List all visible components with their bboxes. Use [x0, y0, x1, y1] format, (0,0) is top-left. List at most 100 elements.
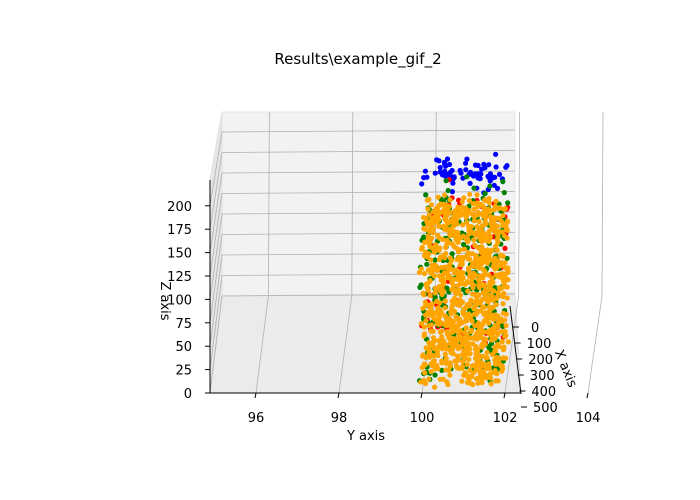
z-grid-side — [209, 213, 223, 300]
scatter-point — [460, 233, 466, 239]
scatter-point — [499, 339, 505, 345]
scatter-point — [466, 250, 472, 257]
scatter-point — [468, 297, 474, 303]
y-tick — [586, 392, 589, 399]
scatter-point — [492, 348, 498, 354]
scatter-point — [439, 358, 445, 364]
scatter-point — [466, 341, 472, 347]
y-tick-label: 104 — [576, 411, 601, 426]
scatter-point — [442, 351, 448, 357]
scatter-point — [426, 212, 432, 218]
scatter-point — [479, 233, 485, 239]
z-grid-back — [221, 150, 516, 153]
scatter-point — [455, 299, 461, 305]
scatter-point — [498, 329, 505, 335]
scatter-point — [437, 300, 443, 306]
scatter-point — [436, 284, 442, 290]
scatter-point — [430, 328, 436, 334]
scatter-point — [478, 261, 484, 267]
scatter-point — [474, 192, 480, 198]
scatter-point — [502, 245, 508, 251]
scatter-point — [489, 275, 495, 281]
scatter-point — [491, 218, 497, 224]
scatter-point — [492, 344, 498, 350]
scatter-point — [428, 202, 435, 208]
scatter-point — [465, 280, 471, 286]
scatter-point — [419, 246, 425, 252]
scatter-point — [500, 179, 506, 185]
scatter-point — [504, 227, 510, 233]
scatter-point — [475, 277, 482, 283]
scatter-point — [464, 317, 470, 323]
scatter-point — [499, 368, 505, 374]
z-grid-side — [209, 193, 223, 277]
scatter-point — [423, 318, 429, 324]
scatter-point — [484, 297, 490, 303]
scatter-point — [451, 300, 457, 306]
scatter-point — [494, 371, 500, 377]
scatter-point — [504, 255, 510, 261]
scatter-point — [472, 242, 478, 248]
scatter-point — [447, 363, 453, 369]
scatter-point — [455, 248, 462, 255]
scatter-point — [495, 233, 501, 239]
scatter-point — [475, 331, 481, 337]
scatter-point — [504, 295, 510, 301]
scatter-point — [488, 221, 494, 227]
scatter-point — [461, 372, 467, 378]
scatter-point — [426, 239, 432, 245]
y-tick-label: 102 — [493, 411, 518, 426]
scatter-point — [467, 367, 473, 373]
scatter-point — [476, 355, 482, 361]
z-tick-label: 125 — [167, 270, 192, 285]
scatter-point — [435, 366, 441, 372]
scatter-point — [442, 313, 448, 319]
scatter-point — [456, 274, 462, 280]
scatter-point — [423, 302, 429, 308]
scatter-point — [465, 374, 471, 380]
z-tick-label: 0 — [184, 387, 192, 402]
scatter-point — [432, 290, 438, 296]
scatter-point — [431, 315, 437, 322]
scatter-point — [501, 206, 507, 212]
scatter-point — [494, 247, 500, 253]
scatter-point — [431, 249, 437, 255]
scatter-point — [447, 197, 453, 203]
scatter-point — [467, 351, 473, 357]
scatter-point — [439, 172, 446, 178]
z-tick-label: 100 — [167, 293, 192, 308]
y-grid-floor — [504, 295, 519, 394]
scatter-point — [495, 378, 501, 384]
scatter-point — [439, 367, 445, 373]
scatter-point — [421, 271, 428, 277]
scatter-point — [470, 201, 476, 207]
chart-title: Results\example_gif_2 — [274, 50, 441, 69]
scatter-point — [467, 180, 473, 186]
scatter-point — [488, 226, 494, 232]
scatter-point — [472, 323, 478, 329]
z-tick-label: 175 — [167, 223, 192, 238]
scatter-point — [444, 329, 450, 335]
scatter-point — [502, 283, 508, 289]
scatter-point — [505, 200, 511, 206]
scatter-point — [442, 264, 448, 270]
scatter-point — [429, 267, 435, 273]
scatter-point — [454, 221, 460, 227]
scatter-point — [479, 380, 485, 386]
scatter-point — [503, 164, 509, 170]
scatter-point — [435, 194, 441, 200]
scatter-point — [469, 318, 475, 324]
scatter-point — [430, 230, 436, 236]
scatter-point — [471, 185, 477, 191]
scatter-point — [454, 288, 460, 294]
scatter-point — [436, 321, 443, 327]
scatter-point — [493, 198, 499, 204]
y-grid-floor — [587, 295, 603, 394]
scatter-point — [445, 268, 451, 274]
scatter-point — [495, 315, 501, 321]
scatter-point — [471, 213, 477, 219]
scatter-point — [456, 365, 462, 371]
scatter-point — [493, 302, 499, 308]
scatter-point — [424, 261, 430, 267]
z-grid-back — [221, 232, 516, 235]
